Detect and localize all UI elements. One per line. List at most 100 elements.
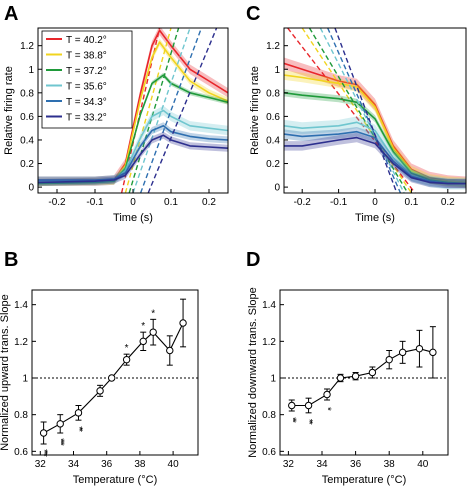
x-tick-label: -0.2 bbox=[294, 197, 312, 208]
significance-star: ** bbox=[73, 426, 84, 432]
x-tick-label: 38 bbox=[134, 459, 146, 470]
significance-star: * bbox=[151, 308, 155, 319]
x-tick-label: -0.2 bbox=[48, 197, 66, 208]
data-point bbox=[304, 401, 313, 410]
data-point bbox=[139, 337, 147, 346]
data-point bbox=[39, 429, 48, 437]
data-point bbox=[385, 355, 393, 364]
data-point bbox=[415, 344, 424, 353]
y-tick-label: 1 bbox=[28, 65, 34, 76]
y-tick-label: 0.4 bbox=[20, 135, 34, 146]
data-point bbox=[288, 401, 296, 410]
significance-star: * bbox=[141, 321, 145, 332]
fit-line-35.6 bbox=[132, 28, 191, 193]
data-point bbox=[122, 355, 131, 364]
y-tick-label: 1.2 bbox=[266, 41, 280, 52]
y-tick-label: 0 bbox=[274, 183, 280, 194]
fit-line-33.2 bbox=[334, 28, 398, 193]
series-band-40.2 bbox=[284, 57, 466, 189]
y-tick-label: 0.8 bbox=[262, 410, 276, 421]
x-axis-label: Time (s) bbox=[113, 212, 153, 224]
y-tick-label: 0.6 bbox=[266, 112, 280, 123]
x-tick-label: 38 bbox=[384, 459, 396, 470]
x-tick-label: 40 bbox=[168, 459, 180, 470]
significance-star: ** bbox=[303, 419, 314, 425]
fit-line-38.8 bbox=[301, 28, 412, 193]
plot-panel-d: ** ***32 34 36 38 400.60.811.21.4Temperature … bbox=[247, 287, 449, 486]
x-tick-label: 0 bbox=[130, 197, 136, 208]
y-tick-label: 0.6 bbox=[262, 447, 276, 458]
significance-star: *** bbox=[38, 449, 49, 457]
plot-panel-b: ***********32 34 36 38 400.60.811.21.4Temper… bbox=[0, 289, 199, 486]
y-tick-label: 1 bbox=[270, 374, 276, 385]
y-tick-label: 1.2 bbox=[14, 337, 28, 348]
x-tick-label: 0.1 bbox=[164, 197, 178, 208]
y-tick-label: 1.4 bbox=[262, 300, 276, 311]
x-tick-label: 34 bbox=[68, 459, 80, 470]
x-tick-label: 0.2 bbox=[441, 197, 455, 208]
data-point bbox=[179, 319, 187, 327]
fit-line-37.2 bbox=[128, 28, 180, 193]
series-band-33.2 bbox=[38, 131, 228, 186]
series-band-34.3 bbox=[284, 127, 466, 189]
plot-area bbox=[38, 28, 228, 193]
y-axis-label: Normalized upward trans. Slope bbox=[0, 294, 11, 451]
y-tick-label: 1 bbox=[274, 65, 280, 76]
x-tick-label: 0 bbox=[372, 197, 378, 208]
y-axis-label: Relative firing rate bbox=[249, 66, 261, 155]
y-tick-label: 0.2 bbox=[266, 159, 280, 170]
data-point bbox=[107, 374, 116, 382]
data-point bbox=[96, 387, 104, 395]
x-tick-label: 0.2 bbox=[202, 197, 216, 208]
fit-line-34.3 bbox=[139, 28, 203, 193]
fit-line-33.2 bbox=[147, 28, 218, 193]
data-point bbox=[56, 420, 64, 428]
data-point bbox=[368, 368, 377, 377]
significance-star: *** bbox=[55, 438, 66, 446]
x-tick-label: -0.1 bbox=[86, 197, 104, 208]
plot-area bbox=[284, 28, 466, 193]
x-tick-label: 40 bbox=[417, 459, 429, 470]
significance-star: ** bbox=[286, 417, 297, 423]
data-point bbox=[336, 374, 345, 382]
legend-entry: T = 37.2° bbox=[66, 66, 107, 77]
series-line-37.2 bbox=[38, 74, 228, 185]
y-tick-label: 0.8 bbox=[14, 410, 28, 421]
legend-entry: T = 40.2° bbox=[66, 35, 107, 46]
panel-label-d: D bbox=[246, 249, 260, 271]
axes-frame bbox=[31, 289, 199, 456]
y-tick-label: 0.6 bbox=[20, 112, 34, 123]
x-tick-label: 32 bbox=[283, 459, 295, 470]
legend-entry: T = 38.8° bbox=[66, 51, 107, 62]
data-point bbox=[149, 328, 157, 336]
x-tick-label: 32 bbox=[35, 459, 47, 470]
series-line-34.3 bbox=[38, 125, 228, 181]
data-point bbox=[74, 409, 83, 417]
plot-panel-c: -0.2 -0.1 0 0.1 0.2 0 0.2 0.4 0.6 0.8 1 1.2 Time (s)… bbox=[249, 27, 467, 224]
series-band-33.2 bbox=[284, 132, 466, 189]
data-line bbox=[291, 348, 434, 407]
y-tick-label: 0 bbox=[28, 183, 34, 194]
x-axis-label: Time (s) bbox=[355, 212, 395, 224]
panel-label-c: C bbox=[246, 3, 260, 25]
y-tick-label: 1 bbox=[22, 374, 28, 385]
y-tick-label: 0.8 bbox=[266, 88, 280, 99]
x-tick-label: 36 bbox=[101, 459, 113, 470]
panel-label-b: B bbox=[4, 249, 18, 271]
series-line-33.2 bbox=[38, 134, 228, 184]
data-point bbox=[398, 348, 407, 357]
y-axis-label: Relative firing rate bbox=[3, 66, 15, 155]
y-tick-label: 0.4 bbox=[266, 135, 280, 146]
legend: T = 40.2° T = 38.8° T = 37.2° T = 35.6° T = … bbox=[41, 30, 133, 129]
x-axis-label: Temperature (°C) bbox=[73, 474, 157, 486]
panel-label-a: A bbox=[4, 3, 18, 25]
legend-entry: T = 33.2° bbox=[66, 113, 107, 124]
legend-box bbox=[41, 30, 133, 129]
x-tick-label: 0.1 bbox=[404, 197, 418, 208]
x-tick-label: 34 bbox=[316, 459, 328, 470]
legend-entry: T = 35.6° bbox=[66, 82, 107, 93]
fit-line-37.2 bbox=[308, 28, 409, 193]
y-axis-label: Normalized downward trans. Slope bbox=[247, 287, 259, 458]
x-tick-label: -0.1 bbox=[330, 197, 348, 208]
